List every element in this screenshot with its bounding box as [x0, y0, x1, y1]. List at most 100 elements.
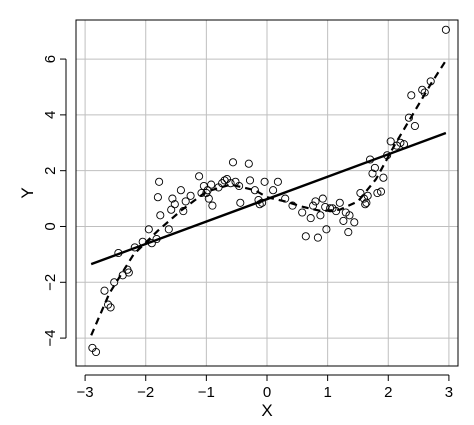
data-point: [420, 88, 429, 97]
data-point: [366, 155, 375, 164]
data-point: [396, 138, 405, 147]
data-point: [235, 181, 244, 191]
data-point: [441, 25, 450, 34]
data-point: [376, 187, 386, 196]
data-point: [236, 198, 245, 207]
data-point: [281, 194, 290, 203]
data-point: [309, 201, 318, 210]
data-point: [399, 140, 409, 149]
plot-frame: [75, 19, 459, 367]
y-tick-label: 4: [42, 111, 59, 119]
data-point: [203, 186, 212, 195]
data-point: [228, 158, 238, 167]
data-point: [345, 211, 354, 220]
data-point: [147, 239, 156, 248]
x-tick-label: −3: [77, 384, 94, 401]
axes: −3 −2 −1 0 1 2 3 −4 −2 0 2 4 6: [42, 55, 453, 401]
true-curve: [90, 59, 447, 336]
data-point: [138, 237, 147, 246]
data-point: [368, 169, 377, 178]
data-point: [410, 121, 419, 131]
data-point: [176, 186, 185, 195]
data-point: [104, 300, 113, 309]
points-layer: [88, 25, 450, 357]
data-point: [335, 198, 344, 207]
data-point: [258, 198, 267, 207]
y-tick-label: −4: [42, 330, 59, 347]
data-point: [226, 179, 235, 188]
data-point: [273, 177, 282, 186]
data-point: [153, 193, 162, 202]
data-point: [373, 188, 382, 198]
data-point: [311, 197, 320, 206]
data-point: [250, 186, 259, 195]
data-point: [344, 228, 353, 237]
data-point: [298, 208, 307, 217]
data-point: [383, 151, 392, 160]
data-point: [306, 214, 315, 223]
data-point: [244, 159, 253, 168]
data-point: [407, 91, 416, 100]
x-tick-label: 1: [323, 384, 331, 401]
data-point: [318, 194, 327, 203]
data-point: [218, 179, 227, 188]
data-point: [316, 211, 325, 220]
x-axis-title: X: [261, 401, 272, 420]
data-point: [350, 218, 359, 227]
grid: [76, 20, 458, 366]
data-point: [179, 207, 188, 216]
x-tick-label: −2: [137, 384, 154, 401]
data-point: [269, 186, 278, 195]
y-tick-label: −2: [42, 274, 59, 291]
data-point: [155, 177, 164, 186]
data-point: [124, 268, 133, 277]
x-tick-label: −1: [198, 384, 215, 401]
y-axis-title: Y: [18, 187, 37, 198]
data-point: [152, 234, 161, 244]
data-point: [110, 278, 119, 287]
data-point: [207, 180, 216, 189]
curve-layer: [90, 59, 447, 336]
data-point: [386, 137, 395, 146]
data-point: [91, 347, 101, 357]
data-point: [339, 216, 348, 225]
data-point: [208, 201, 217, 210]
x-tick-label: 2: [384, 384, 392, 401]
data-point: [370, 163, 379, 172]
y-tick-label: 0: [42, 222, 59, 230]
data-point: [144, 225, 153, 234]
data-point: [356, 188, 365, 198]
data-point: [195, 172, 204, 181]
y-tick-label: 6: [42, 55, 59, 63]
x-tick-label: 3: [445, 384, 453, 401]
data-point: [170, 200, 179, 209]
data-point: [167, 205, 176, 214]
data-point: [100, 286, 109, 295]
data-point: [114, 248, 123, 258]
x-tick-label: 0: [263, 384, 271, 401]
data-point: [181, 197, 190, 206]
data-point: [106, 303, 115, 312]
data-point: [255, 200, 264, 209]
data-point: [361, 200, 370, 209]
fitted-line: [90, 131, 447, 266]
data-point: [156, 211, 165, 220]
data-point: [332, 207, 341, 216]
data-point: [404, 113, 413, 122]
y-tick-label: 2: [42, 167, 59, 175]
data-point: [288, 201, 297, 210]
data-point: [379, 173, 388, 182]
data-point: [260, 177, 269, 186]
data-point: [313, 233, 322, 242]
data-point: [426, 77, 435, 86]
data-point: [186, 191, 195, 200]
data-point: [204, 194, 213, 203]
data-point: [245, 176, 255, 185]
data-point: [301, 232, 310, 241]
data-point: [363, 191, 372, 200]
data-point: [164, 225, 173, 234]
data-point: [322, 225, 331, 234]
data-point: [168, 194, 177, 203]
data-point: [418, 85, 427, 94]
